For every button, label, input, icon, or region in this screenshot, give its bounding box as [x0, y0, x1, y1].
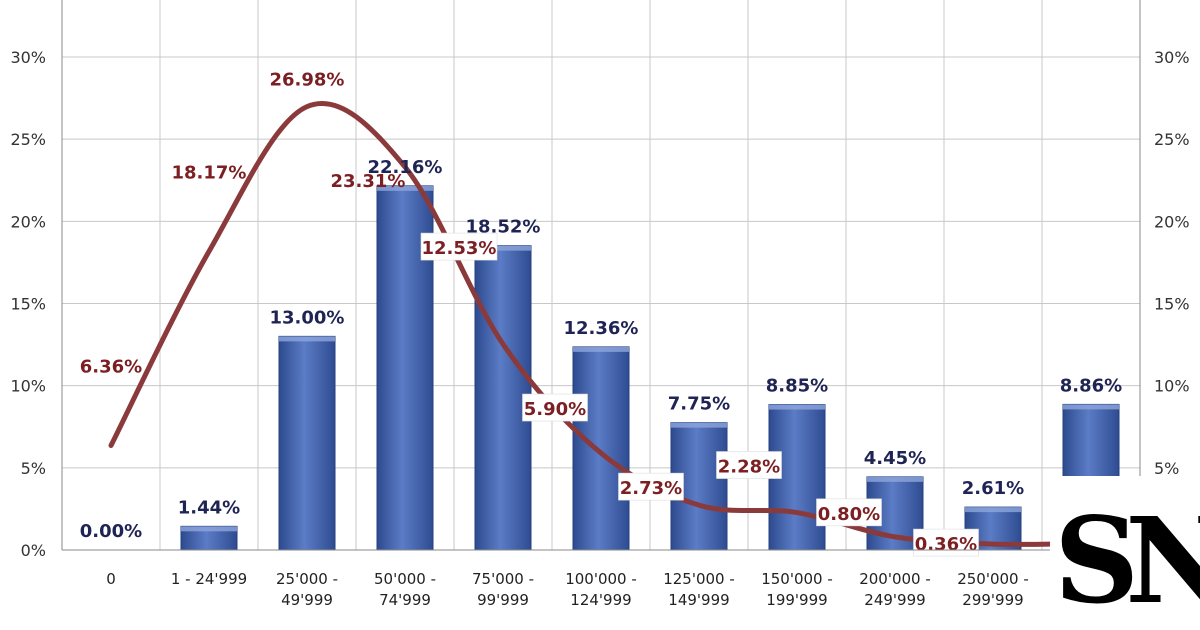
bar	[572, 346, 630, 551]
y2-tick-label: 5%	[1154, 459, 1179, 478]
y-tick-label: 25%	[10, 130, 46, 149]
line-data-label: 0.80%	[818, 504, 880, 525]
bar-top-highlight	[279, 336, 335, 342]
line-data-label: 18.17%	[172, 162, 247, 183]
line-data-label: 0.36%	[915, 534, 977, 555]
bar-data-label: 7.75%	[668, 394, 730, 415]
line-label-bg	[816, 498, 882, 527]
bar-data-label: 0.00%	[80, 521, 142, 542]
bar-data-label: 13.00%	[270, 307, 345, 328]
bar-top-highlight	[867, 476, 923, 482]
line-data-label: 5.90%	[524, 399, 586, 420]
bar-data-label: 22.16%	[368, 157, 443, 178]
bar-data-label: 2.61%	[962, 478, 1024, 499]
y-tick-label: 15%	[10, 295, 46, 314]
x-tick-label: 199'999	[766, 591, 827, 609]
y2-tick-label: 10%	[1154, 377, 1190, 396]
bar-top-highlight	[671, 422, 727, 428]
line-label-bg	[522, 393, 588, 422]
x-tick-label: 125'000 -	[663, 570, 735, 588]
bar-top-highlight	[965, 507, 1021, 513]
bar-data-label: 12.36%	[564, 318, 639, 339]
x-tick-label: 49'999	[281, 591, 333, 609]
y-tick-label: 30%	[10, 48, 46, 67]
line-label-bg	[420, 232, 498, 261]
line-data-label: 23.31%	[331, 171, 406, 192]
bar-top-highlight	[181, 526, 237, 532]
line-label-bg	[716, 451, 782, 479]
x-tick-label: 0	[106, 570, 116, 588]
y2-tick-label: 15%	[1154, 295, 1190, 314]
line-label-bg	[913, 528, 979, 557]
bar-data-label: 4.45%	[864, 448, 926, 469]
bar	[278, 335, 336, 551]
line-label-bg	[618, 472, 684, 501]
x-tick-label: 75'000 -	[472, 570, 534, 588]
bar	[474, 245, 532, 551]
x-tick-label: 299'999	[962, 591, 1023, 609]
x-tick-label: 1 - 24'999	[171, 570, 247, 588]
x-tick-label: 200'000 -	[859, 570, 931, 588]
x-tick-label: 25'000 -	[276, 570, 338, 588]
bar-data-label: 18.52%	[466, 217, 541, 238]
svg-text:SN: SN	[1054, 491, 1200, 630]
y-tick-label: 20%	[10, 212, 46, 231]
y2-tick-label: 25%	[1154, 130, 1190, 149]
bar-top-highlight	[1063, 404, 1119, 410]
bar-top-highlight	[769, 404, 825, 410]
line-data-label: 26.98%	[270, 70, 345, 91]
line-data-label: 2.28%	[718, 457, 780, 478]
y-tick-label: 0%	[21, 541, 46, 560]
bar-data-label: 8.86%	[1060, 375, 1122, 396]
bar-top-highlight	[377, 185, 433, 191]
x-tick-label: 149'999	[668, 591, 729, 609]
y-tick-label: 10%	[10, 377, 46, 396]
x-tick-label: 74'999	[379, 591, 431, 609]
line-data-label: 2.73%	[620, 478, 682, 499]
x-tick-label: 124'999	[570, 591, 631, 609]
x-tick-label: 50'000 -	[374, 570, 436, 588]
bar-top-highlight	[475, 245, 531, 251]
y-tick-label: 5%	[21, 459, 46, 478]
grid	[61, 0, 1141, 551]
sn-logo: SN	[1050, 476, 1200, 630]
line-data-label: 12.53%	[422, 238, 497, 259]
y2-tick-label: 20%	[1154, 212, 1190, 231]
x-tick-label: 99'999	[477, 591, 529, 609]
bar-data-label: 1.44%	[178, 497, 240, 518]
axes: 0%0%5%5%10%10%15%15%20%20%25%25%30%30%01…	[10, 0, 1190, 609]
x-tick-label: 100'000 -	[565, 570, 637, 588]
data-labels: 0.00% 1.44% 13.00% 22.16% 18.52% 12.36% 7.75% 8…	[80, 70, 1122, 557]
y2-tick-label: 30%	[1154, 48, 1190, 67]
x-tick-label: 250'000 -	[957, 570, 1029, 588]
x-tick-label: 150'000 -	[761, 570, 833, 588]
line-data-label: 6.36%	[80, 356, 142, 377]
x-tick-label: 249'999	[864, 591, 925, 609]
bar-top-highlight	[573, 346, 629, 352]
bar-data-label: 8.85%	[766, 376, 828, 397]
